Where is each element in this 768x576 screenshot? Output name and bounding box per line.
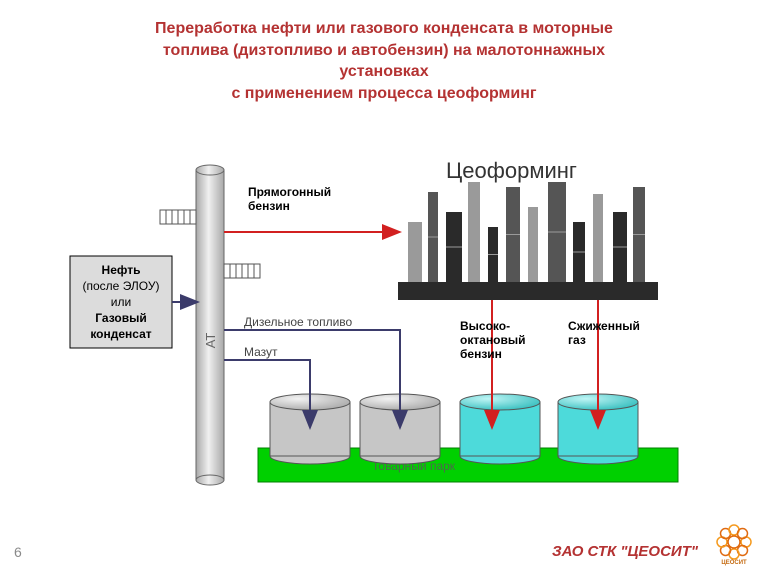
gasoline-label: Прямогонный	[248, 185, 331, 199]
svg-text:конденсат: конденсат	[90, 327, 151, 341]
process-diagram: Товарный парк АТ Нефть (после ЭЛОУ) или …	[0, 0, 768, 576]
gasoline-label-2: бензин	[248, 199, 290, 213]
diesel-label: Дизельное топливо	[244, 315, 353, 329]
svg-text:или: или	[111, 295, 131, 309]
svg-text:Нефть: Нефть	[102, 263, 141, 277]
lpg-label: Сжиженный	[568, 319, 640, 333]
svg-text:Газовый: Газовый	[95, 311, 146, 325]
page-number: 6	[14, 544, 22, 560]
svg-text:(после ЭЛОУ): (после ЭЛОУ)	[83, 279, 160, 293]
company-logo-icon: ЦЕОСИТ	[712, 522, 756, 566]
footer-company: ЗАО СТК "ЦЕОСИТ"	[552, 543, 698, 560]
svg-text:газ: газ	[568, 333, 586, 347]
distillation-column: АТ	[196, 165, 224, 485]
column-label: АТ	[203, 333, 218, 349]
zeoforming-label: Цеоформинг	[446, 158, 577, 183]
svg-text:ЦЕОСИТ: ЦЕОСИТ	[721, 560, 747, 566]
mazut-label: Мазут	[244, 345, 278, 359]
high-octane-label: Высоко-	[460, 319, 510, 333]
feed-box: Нефть (после ЭЛОУ) или Газовый конденсат	[70, 256, 172, 348]
svg-text:бензин: бензин	[460, 347, 502, 361]
svg-text:октановый: октановый	[460, 333, 525, 347]
zeoforming-plant	[398, 182, 658, 300]
